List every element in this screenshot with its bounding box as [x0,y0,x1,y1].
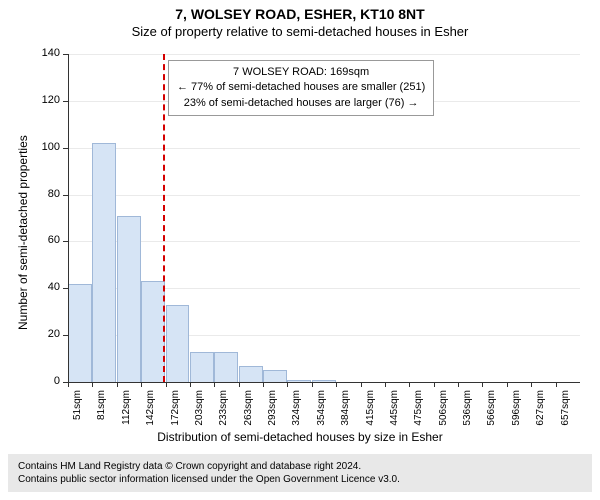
histogram-bar [117,216,141,382]
annotation-line3: 23% of semi-detached houses are larger (… [177,96,425,111]
chart-container: 7, WOLSEY ROAD, ESHER, KT10 8NT Size of … [0,0,600,500]
x-axis-line [68,382,580,383]
annotation-line2: ← 77% of semi-detached houses are smalle… [177,80,425,95]
y-tick-label: 40 [30,281,60,293]
histogram-bar [239,366,263,382]
y-tick-label: 20 [30,328,60,340]
footer-line2: Contains public sector information licen… [18,473,582,486]
histogram-bar [141,281,165,382]
histogram-bar [92,143,116,382]
histogram-bar [263,370,287,382]
annotation-line1: 7 WOLSEY ROAD: 169sqm [177,65,425,80]
grid-line [68,54,580,55]
reference-line [163,54,167,382]
title-sub: Size of property relative to semi-detach… [0,24,600,39]
grid-line [68,241,580,242]
footer-line1: Contains HM Land Registry data © Crown c… [18,460,582,473]
footer-attribution: Contains HM Land Registry data © Crown c… [8,454,592,492]
y-axis-label: Number of semi-detached properties [16,135,30,330]
x-axis-label: Distribution of semi-detached houses by … [0,430,600,444]
y-tick-label: 60 [30,234,60,246]
grid-line [68,195,580,196]
histogram-bar [68,284,92,382]
annotation-box: 7 WOLSEY ROAD: 169sqm ← 77% of semi-deta… [168,60,434,116]
y-tick-label: 100 [30,141,60,153]
histogram-bar [166,305,190,382]
y-tick-label: 0 [30,375,60,387]
histogram-bar [190,352,214,382]
title-main: 7, WOLSEY ROAD, ESHER, KT10 8NT [0,6,600,22]
y-axis-line [68,54,69,382]
histogram-bar [214,352,238,382]
y-tick-label: 120 [30,94,60,106]
grid-line [68,148,580,149]
y-tick-label: 140 [30,47,60,59]
y-tick-label: 80 [30,188,60,200]
